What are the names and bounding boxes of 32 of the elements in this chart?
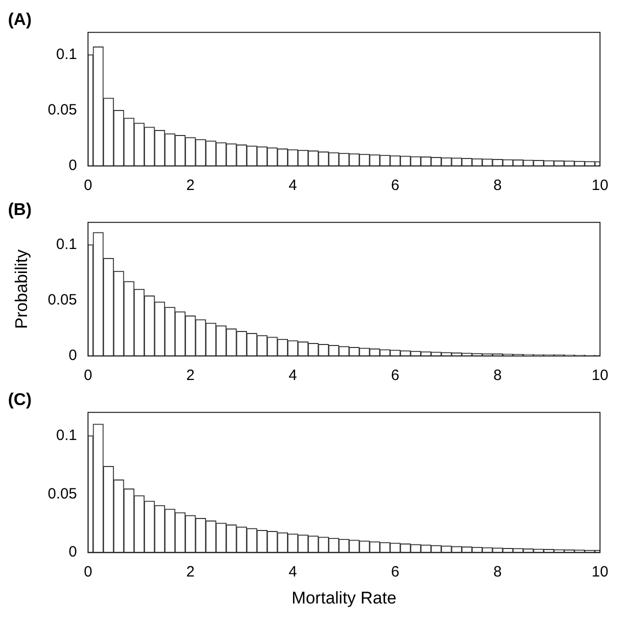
x-tick-label: 8	[493, 177, 502, 194]
x-tick-label: 6	[391, 177, 400, 194]
x-tick-label: 4	[288, 564, 297, 581]
chart-title: (A)	[8, 10, 32, 29]
x-tick-label: 10	[592, 564, 608, 581]
chart-title: (B)	[8, 200, 32, 219]
x-tick-label: 4	[288, 177, 297, 194]
x-tick-label: 10	[592, 367, 608, 384]
x-tick-label: 0	[84, 367, 92, 384]
y-tick-label: 0	[68, 157, 77, 174]
x-tick-label: 8	[493, 367, 502, 384]
x-tick-label: 6	[391, 367, 400, 384]
y-axis-title: Probability	[12, 249, 31, 329]
y-tick-label: 0.05	[48, 485, 77, 502]
y-tick-label: 0.05	[48, 101, 77, 118]
chart-title: (C)	[8, 390, 32, 409]
x-tick-label: 10	[592, 177, 608, 194]
x-tick-label: 6	[391, 564, 400, 581]
x-tick-label: 4	[288, 367, 297, 384]
x-tick-label: 8	[493, 564, 502, 581]
x-axis-title: Mortality Rate	[292, 588, 396, 608]
x-tick-label: 2	[186, 367, 195, 384]
y-tick-label: 0.1	[56, 426, 77, 444]
x-tick-label: 2	[186, 177, 195, 194]
y-tick-label: 0.1	[56, 46, 77, 63]
x-tick-label: 0	[84, 177, 92, 194]
y-tick-label: 0	[68, 347, 77, 364]
x-tick-label: 2	[186, 564, 195, 581]
x-tick-label: 0	[84, 564, 92, 581]
y-tick-label: 0.1	[56, 236, 77, 253]
y-tick-label: 0	[68, 544, 77, 561]
y-tick-label: 0.05	[48, 291, 77, 308]
